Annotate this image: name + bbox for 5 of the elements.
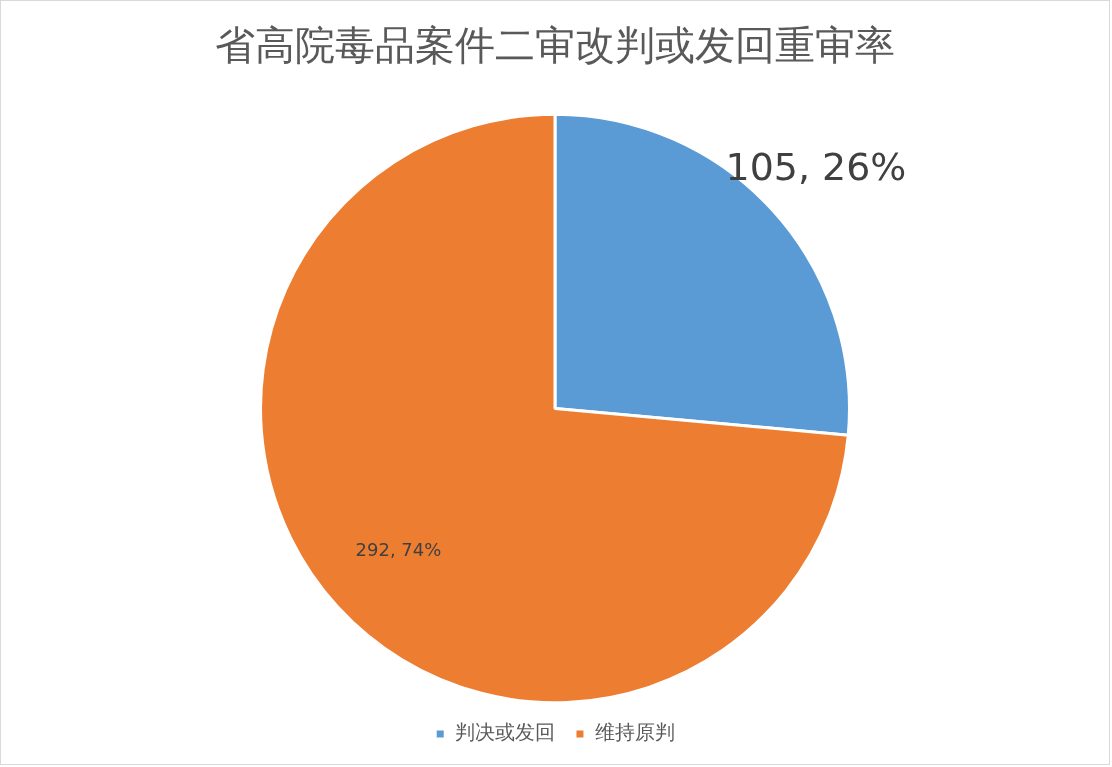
legend-label: 维持原判 [594,720,675,745]
data-label: 292, 74% [355,538,442,560]
chart-title: 省高院毒品案件二审改判或发回重审率 [214,22,896,69]
data-label: 105, 26% [725,145,907,190]
legend-label: 判决或发回 [455,720,556,745]
